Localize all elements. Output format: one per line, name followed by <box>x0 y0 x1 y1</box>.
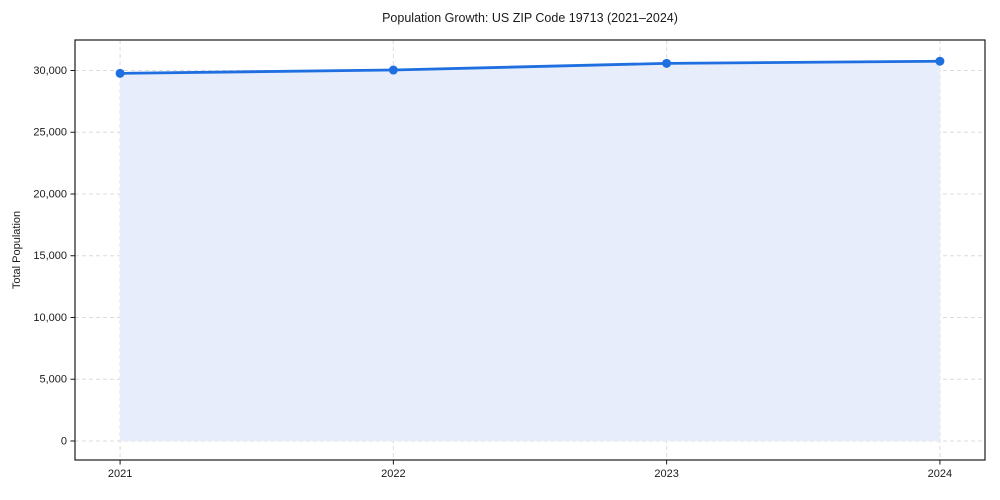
data-point-marker <box>388 65 398 75</box>
x-tick-label: 2022 <box>381 468 405 480</box>
chart-title: Population Growth: US ZIP Code 19713 (20… <box>382 11 678 25</box>
y-tick-label: 10,000 <box>33 312 67 324</box>
x-tick-label: 2023 <box>654 468 678 480</box>
data-point-marker <box>115 68 125 78</box>
y-tick-label: 15,000 <box>33 250 67 262</box>
plot-border <box>74 39 986 461</box>
y-tick-label: 0 <box>61 435 67 447</box>
y-tick-label: 5,000 <box>39 374 67 386</box>
y-tick-label: 25,000 <box>33 127 67 139</box>
data-point-marker <box>662 58 672 68</box>
x-tick-label: 2021 <box>108 468 132 480</box>
x-tick-label: 2024 <box>928 468 952 480</box>
series-area-fill <box>120 61 940 441</box>
data-point-marker <box>935 56 945 66</box>
series-line <box>118 59 942 75</box>
y-tick-label: 20,000 <box>33 188 67 200</box>
y-tick-label: 30,000 <box>33 65 67 77</box>
